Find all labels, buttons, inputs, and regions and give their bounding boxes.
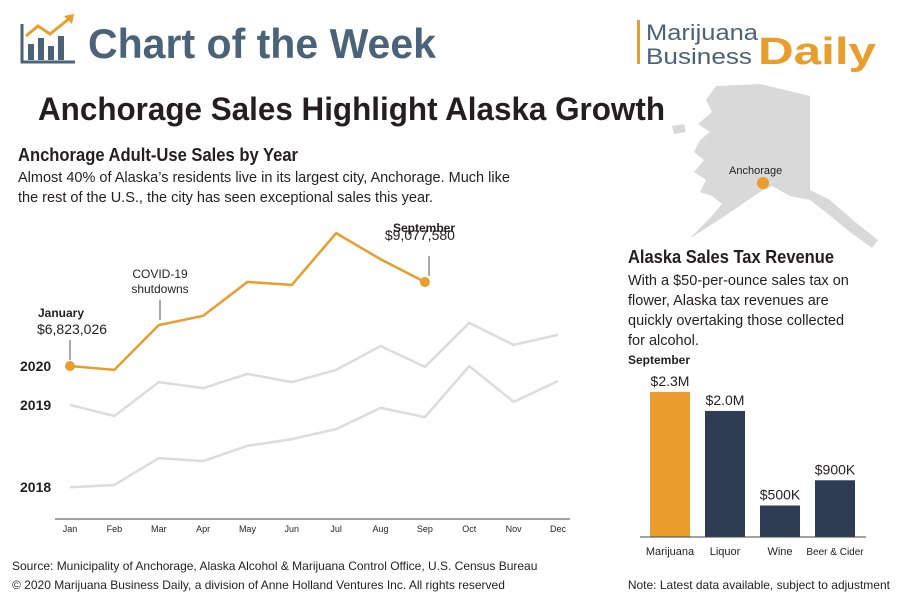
x-tick-label: Aug — [373, 524, 389, 534]
annotation: September — [393, 221, 455, 235]
value-label: $9,077,580 — [385, 227, 455, 243]
source: Source: Municipality of Anchorage, Alask… — [12, 559, 537, 573]
description: flower, Alaska tax revenues are — [628, 293, 829, 309]
series-label: 2019 — [20, 397, 51, 413]
x-tick-label: Feb — [107, 524, 123, 534]
bar — [815, 480, 855, 537]
value-label: $900K — [815, 461, 856, 477]
x-tick-label: Jul — [330, 524, 342, 534]
description: for alcohol. — [628, 333, 699, 349]
bar — [760, 505, 800, 537]
x-tick-label: Beer & Cider — [806, 547, 864, 558]
city-dot — [757, 177, 769, 189]
chart-title: Alaska Sales Tax Revenue — [628, 247, 834, 267]
value-label: $6,823,026 — [37, 321, 107, 337]
annotation: January — [38, 306, 84, 320]
logo-word: Business — [646, 44, 752, 69]
series-line — [69, 321, 559, 418]
chart-title: Anchorage Adult-Use Sales by Year — [18, 145, 298, 165]
x-tick-label: Marijuana — [646, 546, 695, 558]
value-label: $2.0M — [706, 392, 745, 408]
note: Note: Latest data available, subject to … — [628, 578, 891, 592]
x-tick-label: Sep — [417, 524, 433, 534]
x-tick-label: Wine — [767, 546, 792, 558]
series-label: 2020 — [20, 358, 51, 374]
logo-word: Daily — [758, 31, 876, 73]
x-tick-label: Oct — [462, 524, 477, 534]
header-icon — [20, 14, 75, 64]
bar — [705, 410, 745, 537]
header-title: Chart of the Week — [88, 20, 437, 67]
alaska-map — [672, 84, 878, 248]
logo-word: Marijuana — [646, 20, 759, 45]
value-label: $500K — [760, 486, 801, 502]
description: Almost 40% of Alaska’s residents live in… — [18, 170, 510, 186]
logo: Marijuana Business Daily — [637, 20, 876, 73]
x-tick-label: Jan — [63, 524, 78, 534]
x-tick-label: May — [239, 524, 257, 534]
point — [65, 361, 75, 372]
x-tick-label: Nov — [506, 524, 523, 534]
x-tick-label: Mar — [151, 524, 167, 534]
point — [419, 277, 430, 288]
annotation: September — [628, 353, 690, 367]
description: With a $50-per-ounce sales tax on — [628, 273, 849, 289]
series-line — [69, 231, 426, 372]
series-line — [69, 364, 559, 489]
description: the rest of the U.S., the city has seen … — [18, 190, 433, 206]
x-tick-label: Jun — [285, 524, 300, 534]
series-label: 2018 — [20, 479, 51, 495]
annotation: COVID-19 — [132, 267, 188, 281]
description: quickly overtaking those collected — [628, 313, 844, 329]
x-tick-label: Dec — [550, 524, 567, 534]
annotation: shutdowns — [131, 282, 188, 296]
x-tick-label: Liquor — [710, 546, 741, 558]
map-label: Anchorage — [729, 165, 782, 177]
value-label: $2.3M — [651, 373, 690, 389]
headline: Anchorage Sales Highlight Alaska Growth — [38, 91, 665, 127]
copyright: © 2020 Marijuana Business Daily, a divis… — [12, 578, 505, 592]
bar — [650, 392, 690, 537]
x-tick-label: Apr — [196, 524, 210, 534]
